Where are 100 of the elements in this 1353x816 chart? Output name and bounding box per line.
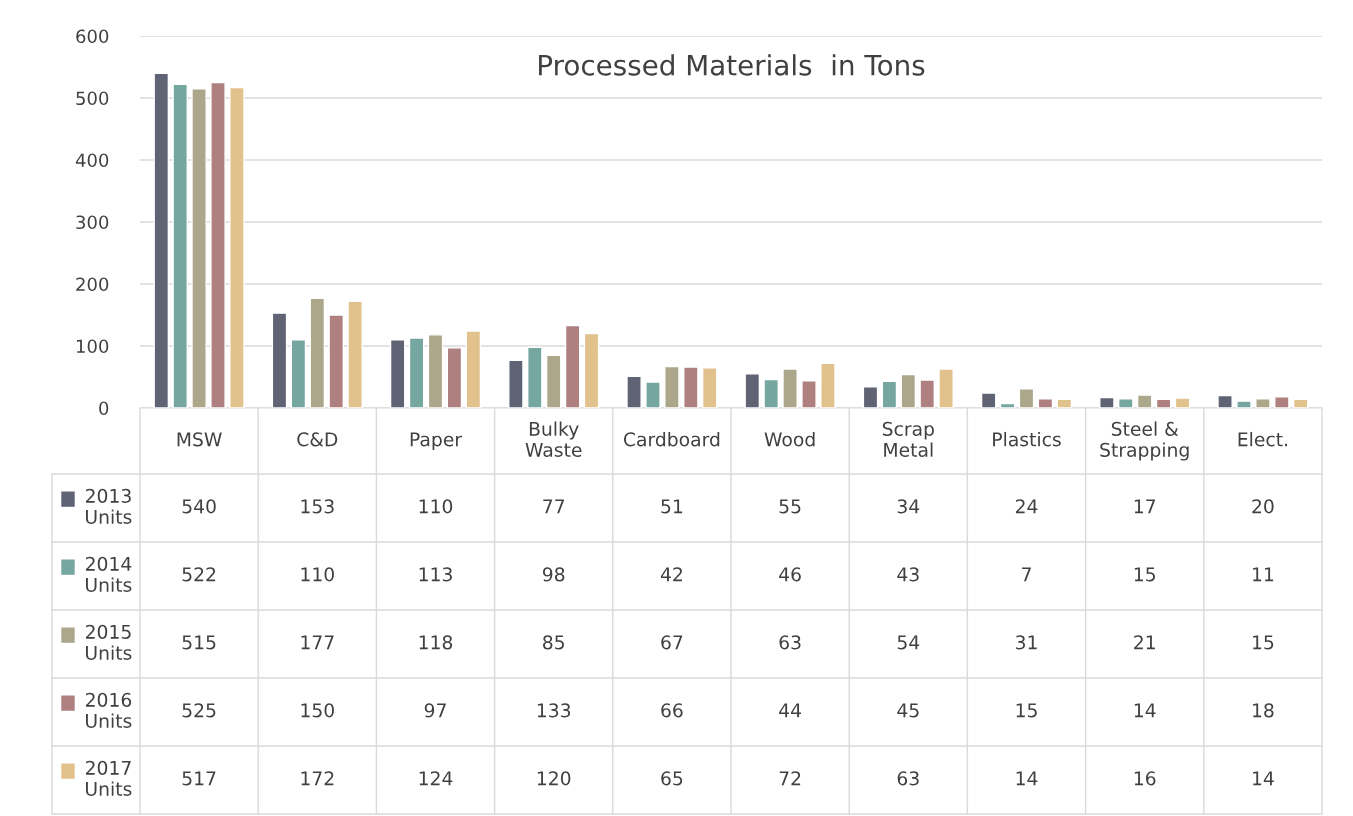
data-label: 133 xyxy=(537,703,571,718)
data-label: 63 xyxy=(779,635,801,650)
bar xyxy=(862,386,879,408)
data-label: 65 xyxy=(661,771,683,786)
data-label: 525 xyxy=(182,703,216,718)
data-label: 97 xyxy=(424,703,446,718)
bar xyxy=(1136,394,1153,408)
bar xyxy=(1056,398,1073,408)
data-label: 14 xyxy=(1134,703,1156,718)
data-label: 85 xyxy=(543,635,564,650)
bar xyxy=(465,330,482,408)
x-tick-label: Paper xyxy=(410,432,463,451)
data-label: 44 xyxy=(779,703,801,718)
bar xyxy=(782,368,798,408)
x-tick-label: Cardboard xyxy=(623,431,720,447)
x-tick-label: Wood xyxy=(764,431,815,447)
data-label: 15 xyxy=(1253,635,1274,650)
data-label: 63 xyxy=(897,771,919,786)
bar xyxy=(309,297,326,408)
data-label: 55 xyxy=(779,499,801,514)
x-tick-label: Elect. xyxy=(1238,431,1287,447)
bar xyxy=(1292,398,1309,408)
data-label: 11 xyxy=(1253,567,1274,582)
bar xyxy=(701,367,718,408)
bar xyxy=(1174,397,1191,408)
bar xyxy=(1118,398,1134,408)
bar xyxy=(820,362,836,408)
data-label: 77 xyxy=(543,499,565,514)
data-label: 20 xyxy=(1252,499,1274,514)
data-label: 110 xyxy=(419,499,453,514)
x-tick-label: Plastics xyxy=(993,431,1061,447)
data-label: 120 xyxy=(537,771,571,786)
y-tick-label: 400 xyxy=(75,153,109,168)
bar xyxy=(683,366,699,408)
x-tick-label: Bulky Waste xyxy=(525,421,582,457)
legend-label: 2015 Units xyxy=(85,624,132,660)
bar xyxy=(919,379,935,408)
bar xyxy=(545,354,562,408)
y-tick-label: 300 xyxy=(76,215,109,230)
bar xyxy=(801,380,817,408)
bar xyxy=(900,373,917,408)
data-label: 110 xyxy=(301,567,334,582)
bar xyxy=(1155,398,1172,408)
data-label: 515 xyxy=(182,635,216,650)
bar xyxy=(172,83,188,408)
y-tick-label: 200 xyxy=(76,277,109,292)
bar xyxy=(1217,394,1233,408)
x-tick-label: Scrap Metal xyxy=(882,421,934,457)
data-label: 14 xyxy=(1253,771,1274,786)
data-label: 15 xyxy=(1016,703,1037,718)
bar xyxy=(191,88,207,408)
data-label: 118 xyxy=(419,635,453,650)
bar xyxy=(1099,396,1115,408)
data-label: 177 xyxy=(301,635,334,650)
bar xyxy=(389,339,406,408)
bar xyxy=(664,365,680,408)
bar xyxy=(881,380,898,408)
bar xyxy=(999,402,1016,408)
data-label: 67 xyxy=(661,635,683,650)
data-label: 16 xyxy=(1134,771,1156,786)
x-tick-label: Steel & Strapping xyxy=(1100,421,1189,461)
data-label: 124 xyxy=(419,771,453,786)
bar xyxy=(763,378,779,408)
bar xyxy=(229,86,245,408)
bar xyxy=(564,324,581,408)
bar xyxy=(347,300,363,408)
bar xyxy=(290,339,307,408)
bar xyxy=(645,381,661,408)
data-label: 113 xyxy=(419,567,452,582)
bar xyxy=(1037,398,1054,408)
legend-label: 2016 Units xyxy=(85,692,132,728)
data-label: 54 xyxy=(897,635,920,650)
x-tick-label: MSW xyxy=(177,432,222,447)
legend-label: 2013 Units xyxy=(85,488,132,524)
bar xyxy=(427,334,444,408)
data-label: 17 xyxy=(1134,499,1156,514)
bar xyxy=(744,373,761,408)
bar xyxy=(446,347,463,408)
bar xyxy=(271,312,288,408)
text: Processed Materials in Tons xyxy=(539,54,925,76)
data-label: 522 xyxy=(182,567,216,582)
bar xyxy=(1236,400,1252,408)
bar xyxy=(210,81,226,408)
bar xyxy=(583,332,600,408)
data-label: 14 xyxy=(1016,771,1038,786)
y-tick-label: 0 xyxy=(99,401,109,416)
data-label: 18 xyxy=(1253,703,1274,718)
legend-label: 2017 Units xyxy=(85,760,132,796)
data-label: 43 xyxy=(897,567,919,582)
data-label: 24 xyxy=(1015,499,1038,514)
bar xyxy=(1274,396,1290,408)
data-label: 51 xyxy=(661,499,683,514)
bar xyxy=(408,337,425,408)
y-tick-label: 500 xyxy=(76,91,109,106)
bar xyxy=(980,392,997,408)
bar xyxy=(508,359,524,408)
data-label: 34 xyxy=(897,499,920,514)
y-tick-label: 100 xyxy=(76,339,109,354)
bar xyxy=(328,314,344,408)
data-label: 42 xyxy=(660,567,682,582)
